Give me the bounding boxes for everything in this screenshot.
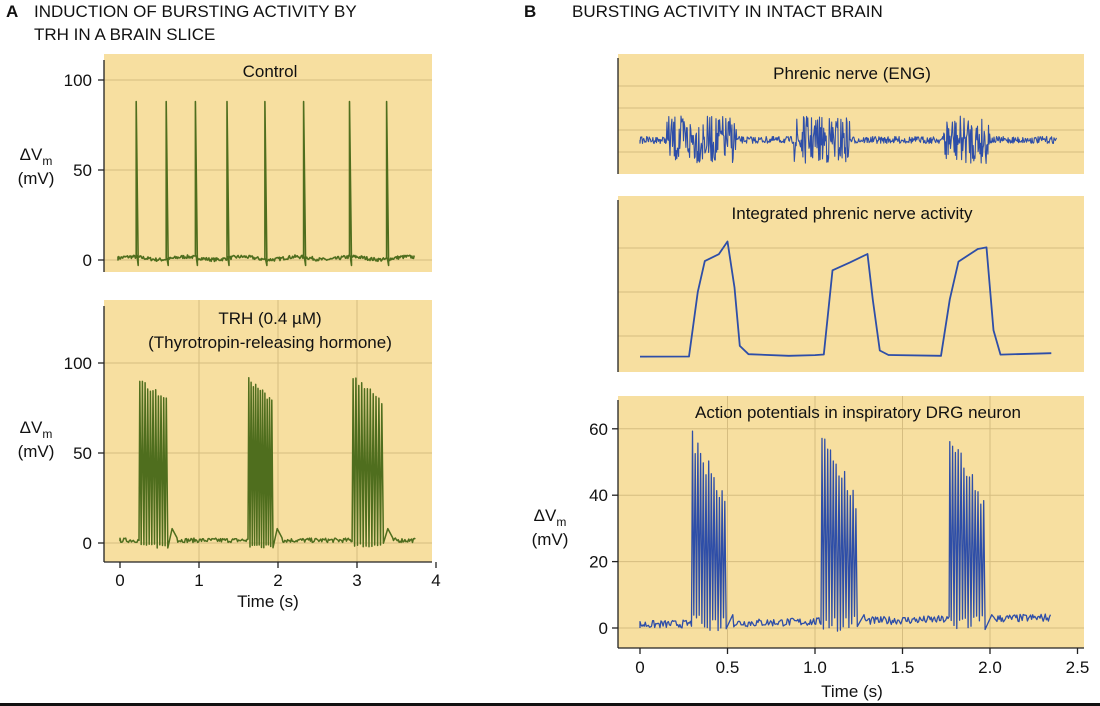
chart-b1-title: Phrenic nerve (ENG) [773,64,931,83]
chart-a2-trace [119,376,416,549]
chart-a2-ytick-label-1: 50 [73,444,92,463]
chart-a2-xtick-label-4: 4 [431,571,440,590]
chart-b3-xtick-label-5: 2.5 [1066,658,1090,677]
panel-b-title: BURSTING ACTIVITY IN INTACT BRAIN [572,2,883,21]
chart-a1-ytick-label-0: 0 [83,251,92,270]
panel-a-letter: A [6,2,18,21]
panel-a-title-line2: TRH IN A BRAIN SLICE [34,25,215,44]
chart-b3-ytick-label-1: 20 [589,553,608,572]
chart-a2-xtick-label-1: 1 [194,571,203,590]
chart-a2-ylabel-unit: (mV) [18,442,55,461]
chart-b3-ylabel: ΔVm [534,506,567,529]
chart-a1-ylabel-unit: (mV) [18,169,55,188]
chart-a2-ytick-label-0: 0 [83,534,92,553]
chart-b3-xtick-label-0: 0 [635,658,644,677]
chart-a2-ylabel: ΔVm [20,418,53,441]
chart-b3-title: Action potentials in inspiratory DRG neu… [695,403,1021,422]
chart-b2-background [618,196,1084,372]
chart-a1-trace [117,100,415,267]
panel-b-letter: B [524,2,536,21]
chart-b3-xtick-label-3: 1.5 [891,658,915,677]
chart-b3-ytick-label-2: 40 [589,486,608,505]
chart-a2-title-line1: TRH (0.4 µM) [218,309,321,328]
chart-a2-xtick-label-3: 3 [352,571,361,590]
chart-a2-xtick-label-0: 0 [115,571,124,590]
chart-a1-title: Control [243,62,298,81]
chart-a1-ytick-label-2: 100 [64,71,92,90]
chart-b2-title: Integrated phrenic nerve activity [732,204,973,223]
chart-b3-ylabel-unit: (mV) [532,530,569,549]
chart-a1-ylabel: ΔVm [20,145,53,168]
chart-b2-trace [639,240,1052,358]
panel-a-title-line1: INDUCTION OF BURSTING ACTIVITY BY [34,2,357,21]
chart-b3-ytick-label-3: 60 [589,420,608,439]
chart-a1-background [104,54,432,272]
chart-a2-xtick-label-2: 2 [273,571,282,590]
bottom-rule [0,703,1100,706]
chart-b3-ytick-label-0: 0 [599,619,608,638]
chart-a2-title-line2: (Thyrotropin-releasing hormone) [148,333,392,352]
chart-a2-ytick-label-2: 100 [64,354,92,373]
chart-b3-xtick-label-4: 2.0 [978,658,1002,677]
chart-b1-trace [639,115,1058,164]
chart-b3-xlabel: Time (s) [821,682,883,701]
chart-b3-trace [639,430,1052,632]
chart-b3-xtick-label-1: 0.5 [716,658,740,677]
chart-a1-ytick-label-1: 50 [73,161,92,180]
chart-b3-xtick-label-2: 1.0 [803,658,827,677]
chart-a2-xlabel: Time (s) [237,592,299,611]
